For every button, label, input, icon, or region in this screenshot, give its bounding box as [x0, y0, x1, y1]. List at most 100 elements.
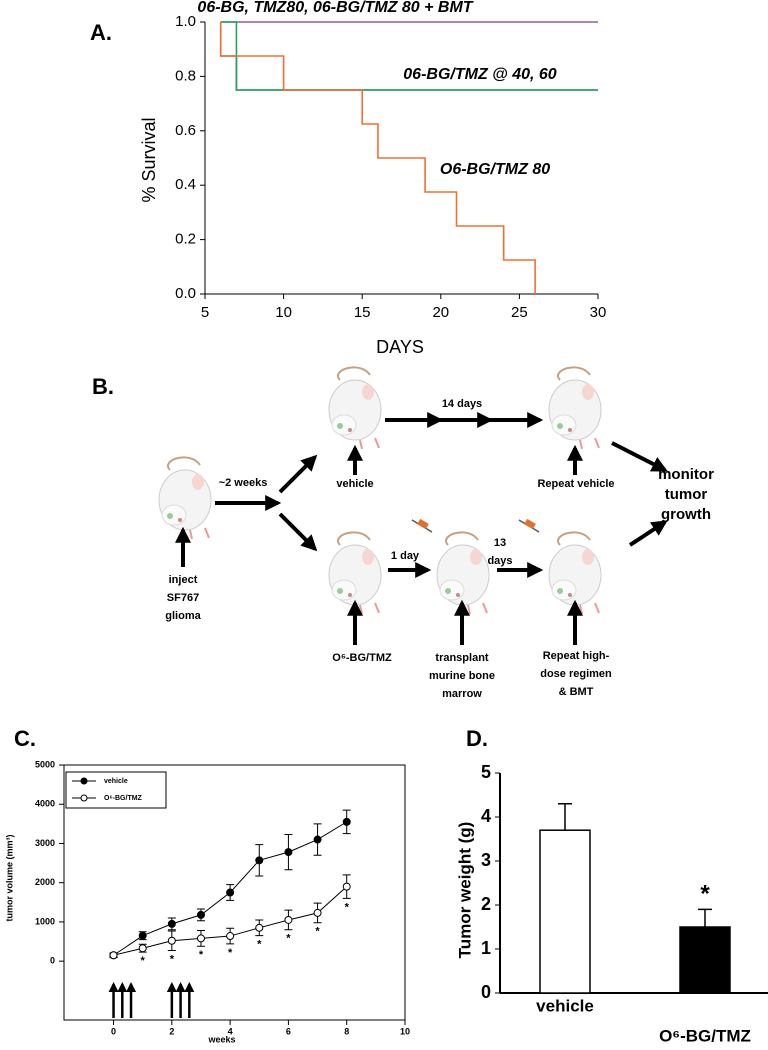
diagram-label: growth — [661, 506, 711, 523]
data-point — [138, 944, 147, 953]
y-tick-label: 4 — [481, 806, 491, 826]
syringe — [518, 518, 540, 533]
diagram-label: & BMT — [559, 686, 594, 698]
data-point — [342, 882, 351, 891]
data-point — [342, 817, 351, 826]
chart: 0.0 0.2 0.4 0.6 0.8 1.0 5 10 15 20 25 30 % Survival D… — [139, 0, 607, 357]
data-point — [313, 835, 322, 844]
y-tick-label: 5 — [481, 762, 491, 782]
significance-marker: * — [228, 947, 233, 959]
panel-label: B. — [92, 374, 114, 399]
annotation: 06-BG/TMZ @ 40, 60 — [403, 66, 557, 83]
x-tick-label: 4 — [228, 1026, 233, 1036]
y-tick-label: 3000 — [35, 838, 55, 848]
diagram-label: Repeat vehicle — [537, 478, 614, 490]
y-tick-label: 0.6 — [175, 122, 196, 139]
diagram-label: glioma — [165, 610, 201, 622]
bar — [679, 926, 731, 994]
x-tick-label: 2 — [169, 1026, 174, 1036]
mouse — [328, 366, 382, 450]
diagram-label: 1 day — [391, 550, 420, 562]
x-tick-label: 10 — [400, 1026, 410, 1036]
x-axis-label: weeks — [207, 1034, 235, 1044]
error-bar — [558, 803, 572, 831]
diagram-label: murine bone — [429, 670, 495, 682]
significance-marker: * — [286, 933, 291, 945]
data-point — [167, 936, 176, 945]
data-point — [109, 951, 118, 960]
syringe — [411, 518, 433, 533]
y-tick-label: 3 — [481, 850, 491, 870]
data-point — [196, 934, 205, 943]
y-axis-label: % Survival — [139, 117, 159, 202]
diagram-label: ~2 weeks — [219, 477, 268, 489]
y-tick-label: 0.8 — [175, 67, 196, 84]
bar — [539, 829, 591, 994]
plot-frame — [63, 764, 406, 1021]
y-tick-label: 5000 — [35, 759, 55, 769]
significance-marker: * — [170, 953, 175, 965]
annotation: O6-BG/TMZ 80 — [440, 161, 550, 178]
protocol-diagram — [158, 366, 668, 645]
chart: 0 1 2 3 4 5 Tumor weight (g) vehicle O⁶-BG/TMZ * — [455, 762, 768, 1045]
data-point — [313, 908, 322, 917]
chart: 0 1000 2000 3000 4000 5000 0 2 4 6 8 10 tumor volume… — [4, 759, 410, 1044]
diagram-label: transplant — [435, 652, 489, 664]
diagram-label: O⁶-BG/TMZ — [332, 652, 392, 664]
panel-label: A. — [90, 20, 112, 45]
mouse — [436, 531, 490, 615]
y-tick-label: 0.2 — [175, 231, 196, 248]
y-tick-label: 0.4 — [175, 176, 196, 193]
diagram-label: days — [487, 555, 512, 567]
x-tick-label: 15 — [354, 304, 371, 321]
y-tick-label: 1000 — [35, 916, 55, 926]
y-tick-label: 2 — [481, 894, 491, 914]
y-tick-label: 0 — [50, 956, 55, 966]
diagram-label: inject — [169, 574, 198, 586]
annotation: 06-BG, TMZ80, 06-BG/TMZ 80 + BMT — [197, 0, 473, 16]
significance-marker: * — [345, 901, 350, 913]
panel-label: C. — [14, 726, 36, 751]
diagram-label: tumor — [665, 486, 708, 503]
data-point — [226, 932, 235, 941]
x-tick-label: 6 — [286, 1026, 291, 1036]
data-point — [284, 848, 293, 857]
significance-marker: * — [700, 881, 710, 908]
diagram-label: Repeat high- — [543, 650, 610, 662]
data-point — [226, 888, 235, 897]
y-axis-label: tumor volume (mm³) — [4, 834, 14, 921]
legend-label: O⁶-BG/TMZ — [104, 795, 143, 802]
significance-marker: * — [141, 955, 146, 967]
diagram-label: 14 days — [442, 398, 482, 410]
data-point — [138, 931, 147, 940]
significance-marker: * — [257, 939, 262, 951]
x-tick-label: 5 — [201, 304, 209, 321]
mouse — [328, 531, 382, 615]
diagram-label: vehicle — [336, 478, 373, 490]
y-tick-label: 1 — [481, 938, 491, 958]
x-tick-label: 30 — [590, 304, 607, 321]
mouse — [548, 366, 602, 450]
diagram-label: dose regimen — [540, 668, 612, 680]
diagram-label: marrow — [442, 688, 482, 700]
arrows — [175, 412, 668, 645]
diagram-label: SF767 — [167, 592, 199, 604]
x-tick-label: 10 — [275, 304, 292, 321]
panel-label: D. — [466, 726, 488, 751]
y-tick-label: 4000 — [35, 799, 55, 809]
y-axis-label: Tumor weight (g) — [455, 822, 474, 959]
y-tick-label: 0.0 — [175, 285, 196, 302]
x-tick-label: 0 — [111, 1026, 116, 1036]
x-tick-label: 20 — [432, 304, 449, 321]
y-tick-label: 0 — [481, 982, 491, 1002]
data-point — [255, 923, 264, 932]
y-tick-label: 1.0 — [175, 13, 196, 30]
significance-marker: * — [199, 949, 204, 961]
significance-marker: * — [315, 926, 320, 938]
mouse — [548, 531, 602, 615]
x-tick-label: vehicle — [536, 996, 594, 1015]
legend-swatch — [80, 777, 88, 785]
series-line — [219, 22, 536, 294]
x-axis-label: DAYS — [376, 337, 424, 357]
